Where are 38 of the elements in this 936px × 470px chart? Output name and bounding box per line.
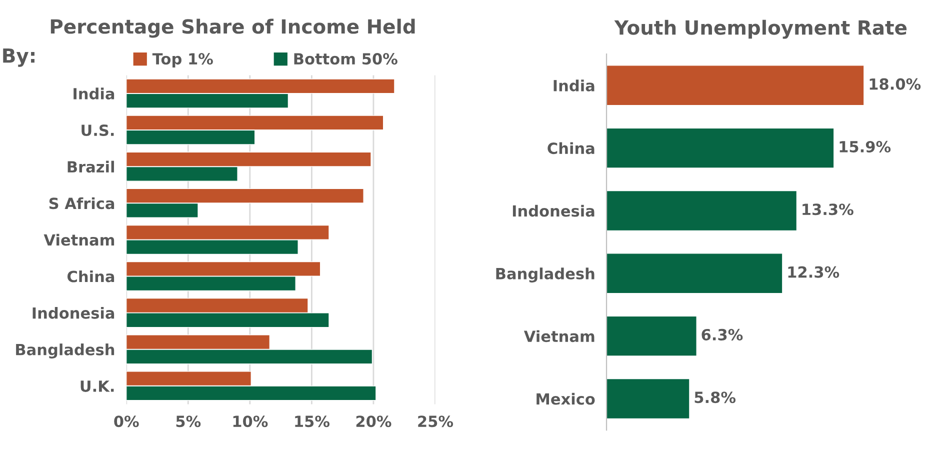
- y-tick-label: China: [68, 270, 114, 282]
- y-tick-label: China: [548, 142, 594, 154]
- y-tick-label: Bangladesh: [496, 268, 594, 282]
- bar: [606, 128, 834, 168]
- bar: [606, 378, 690, 420]
- x-tick-label: 25%: [418, 416, 454, 428]
- data-label: 6.3%: [702, 328, 743, 340]
- x-tick-label: 5%: [176, 416, 201, 428]
- legend-label: Top 1%: [152, 53, 213, 68]
- y-tick-label: U.K.: [80, 380, 114, 392]
- data-label: 18.0%: [870, 78, 921, 90]
- bar: [606, 65, 864, 106]
- x-tick-label: 10%: [233, 416, 268, 428]
- y-tick-label: Bangladesh: [16, 344, 114, 358]
- bar: [606, 316, 697, 356]
- y-tick-label: U.S.: [82, 124, 114, 136]
- y-tick-label: Indonesia: [32, 307, 114, 319]
- y-tick-label: Indonesia: [512, 204, 594, 217]
- x-tick-label: 15%: [295, 416, 330, 428]
- legend-label: Bottom 50%: [294, 53, 398, 65]
- data-label: 13.3%: [802, 204, 854, 216]
- y-tick-label: Brazil: [68, 160, 114, 173]
- legend-title: By:: [3, 48, 34, 67]
- y-tick-label: S Africa: [49, 197, 114, 210]
- bar: [606, 253, 783, 294]
- chart-title: Youth Unemployment Rate: [614, 20, 907, 39]
- y-tick-label: Mexico: [536, 392, 595, 405]
- data-label: 12.3%: [788, 266, 840, 278]
- y-tick-label: India: [74, 88, 114, 100]
- y-tick-label: Vietnam: [524, 330, 594, 342]
- y-tick-label: Vietnam: [44, 234, 114, 246]
- data-label: 5.8%: [694, 392, 736, 404]
- bar: [606, 190, 798, 232]
- x-tick-label: 20%: [356, 416, 392, 428]
- chart-title: Percentage Share of Income Held: [50, 18, 415, 38]
- y-tick-label: India: [554, 80, 594, 92]
- x-tick-label: 0%: [114, 416, 139, 428]
- data-label: 15.9%: [840, 140, 891, 152]
